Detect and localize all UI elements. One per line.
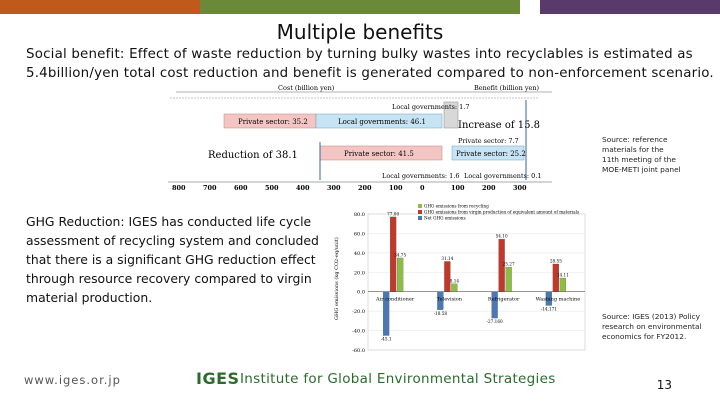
r2-private-benefit2-label: Private sector: 7.7 bbox=[458, 137, 519, 145]
r2-private-benefit-label: Private sector: 25.2 bbox=[456, 150, 526, 158]
ghg-bar bbox=[390, 216, 397, 292]
r1-local-label: Local governments: 46.1 bbox=[338, 118, 426, 126]
ghg-plot-area bbox=[367, 213, 586, 351]
cost-benefit-chart: Cost (billion yen) Benefit (billion yen)… bbox=[168, 84, 552, 192]
slide-title: Multiple benefits bbox=[276, 20, 444, 44]
ghg-legend-swatch bbox=[418, 204, 422, 208]
top-color-bar bbox=[0, 0, 720, 14]
r2-local-small-label: Local governments: 1.6 bbox=[382, 172, 460, 180]
cost-tick-label: 800 bbox=[172, 184, 186, 192]
cost-tick-label: 600 bbox=[234, 184, 248, 192]
ghg-bar bbox=[505, 267, 512, 292]
increase-label: Increase of 15.8 bbox=[458, 120, 540, 131]
ghg-bar-value: -27.160 bbox=[487, 319, 503, 324]
source-note-1: Source: reference materials for the 11th… bbox=[602, 135, 681, 174]
ghg-ytick-label: 40.0 bbox=[354, 251, 365, 257]
ghg-category-label: Air conditioner bbox=[375, 297, 415, 303]
r2-private-label: Private sector: 41.5 bbox=[344, 150, 414, 158]
ghg-bar-value: 34.75 bbox=[394, 252, 406, 257]
ghg-bar-value: 31.14 bbox=[441, 256, 453, 261]
cost-tick-label: 200 bbox=[358, 184, 372, 192]
r2-private-benefit-bar bbox=[451, 145, 525, 161]
ghg-legend-label: Net GHG emissions bbox=[424, 216, 466, 221]
cost-axis-ticks: 800 700 600 500 400 300 200 100 0 100 200 300 bbox=[172, 184, 527, 192]
cost-top-label: Cost (billion yen) bbox=[278, 84, 335, 92]
cost-tick-label: 100 bbox=[451, 184, 465, 192]
ghg-bar bbox=[451, 283, 458, 292]
ghg-legend-swatch bbox=[418, 210, 422, 214]
ghg-legend-label: GHG emissions from recycling bbox=[424, 204, 489, 209]
cost-tick-label: 400 bbox=[296, 184, 310, 192]
ghg-ytick-label: -20.0 bbox=[352, 309, 365, 315]
ghg-category-label: Washing machine bbox=[536, 297, 581, 303]
ghg-bar bbox=[552, 263, 559, 292]
ghg-ytick-label: 20.0 bbox=[354, 270, 365, 276]
ghg-bar-value: 14.11 bbox=[557, 273, 569, 278]
ghg-legend-swatch bbox=[418, 216, 422, 220]
ghg-bar bbox=[498, 239, 505, 292]
top-bar-segment-purple bbox=[540, 0, 720, 14]
ghg-bar-chart: GHG emissions (kg CO2-eq/unit) 80.0 60.0 4… bbox=[333, 204, 586, 354]
ghg-ylabel: GHG emissions (kg CO2-eq/unit) bbox=[333, 237, 340, 320]
ghg-bar bbox=[444, 261, 451, 292]
top-bar-segment-orange bbox=[0, 0, 200, 14]
ghg-bar-value: 54.10 bbox=[496, 234, 508, 239]
ghg-bar bbox=[545, 291, 552, 306]
ghg-bar bbox=[437, 291, 444, 310]
cost-tick-label: 500 bbox=[265, 184, 279, 192]
ghg-ytick-label: -60.0 bbox=[352, 348, 365, 354]
source-note-2: Source: IGES (2013) Policy research on e… bbox=[602, 312, 702, 341]
cost-tick-label: 300 bbox=[327, 184, 341, 192]
intro-text: Social benefit: Effect of waste reductio… bbox=[26, 47, 714, 81]
r1-local-bar bbox=[315, 113, 443, 129]
top-bar-gap bbox=[520, 0, 540, 14]
ghg-bar bbox=[383, 291, 390, 336]
ghg-legend-label: GHG emissions from virgin production of … bbox=[424, 210, 579, 215]
cost-tick-label: 300 bbox=[513, 184, 527, 192]
ghg-category-label: Refrigerator bbox=[488, 297, 520, 303]
cost-tick-label: 0 bbox=[420, 184, 425, 192]
ghg-bar bbox=[559, 277, 566, 292]
ghg-bar bbox=[491, 291, 498, 319]
ghg-bar-value: -45.1 bbox=[381, 337, 392, 342]
ghg-bar-value: 77.00 bbox=[387, 211, 399, 216]
ghg-bar-value: 28.55 bbox=[550, 258, 562, 263]
cost-tick-label: 100 bbox=[389, 184, 403, 192]
ghg-ytick-label: 0.0 bbox=[357, 290, 365, 296]
ghg-bar-value: 8.14 bbox=[450, 278, 460, 283]
ghg-ytick-label: 60.0 bbox=[354, 231, 365, 237]
ghg-ytick-label: 80.0 bbox=[354, 212, 365, 218]
r1-local-benefit-bar bbox=[443, 101, 459, 129]
footer-org-name: Institute for Global Environmental Strat… bbox=[240, 371, 556, 387]
page-number: 13 bbox=[656, 378, 672, 392]
top-bar-segment-green bbox=[200, 0, 520, 14]
ghg-bar-value: -14.171 bbox=[541, 306, 557, 311]
r1-private-label: Private sector: 35.2 bbox=[238, 118, 308, 126]
reduction-label: Reduction of 38.1 bbox=[208, 150, 298, 161]
ghg-bar-value: 25.27 bbox=[503, 262, 515, 267]
ghg-category-label: Television bbox=[437, 297, 463, 303]
iges-logo: IGES bbox=[196, 369, 240, 388]
footer-url[interactable]: www.iges.or.jp bbox=[24, 373, 121, 387]
r1-local-benefit-label: Local governments: 1.7 bbox=[392, 103, 470, 111]
ghg-description: GHG Reduction: IGES has conducted life c… bbox=[26, 214, 319, 305]
ghg-bar-value: -18.58 bbox=[434, 311, 448, 316]
ghg-ytick-label: -40.0 bbox=[352, 329, 365, 335]
cost-tick-label: 200 bbox=[482, 184, 496, 192]
ghg-bar bbox=[397, 257, 404, 292]
r2-local-benefit-label: Local governments: 0.1 bbox=[464, 172, 542, 180]
cost-tick-label: 700 bbox=[203, 184, 217, 192]
benefit-top-label: Benefit (billion yen) bbox=[474, 84, 540, 92]
